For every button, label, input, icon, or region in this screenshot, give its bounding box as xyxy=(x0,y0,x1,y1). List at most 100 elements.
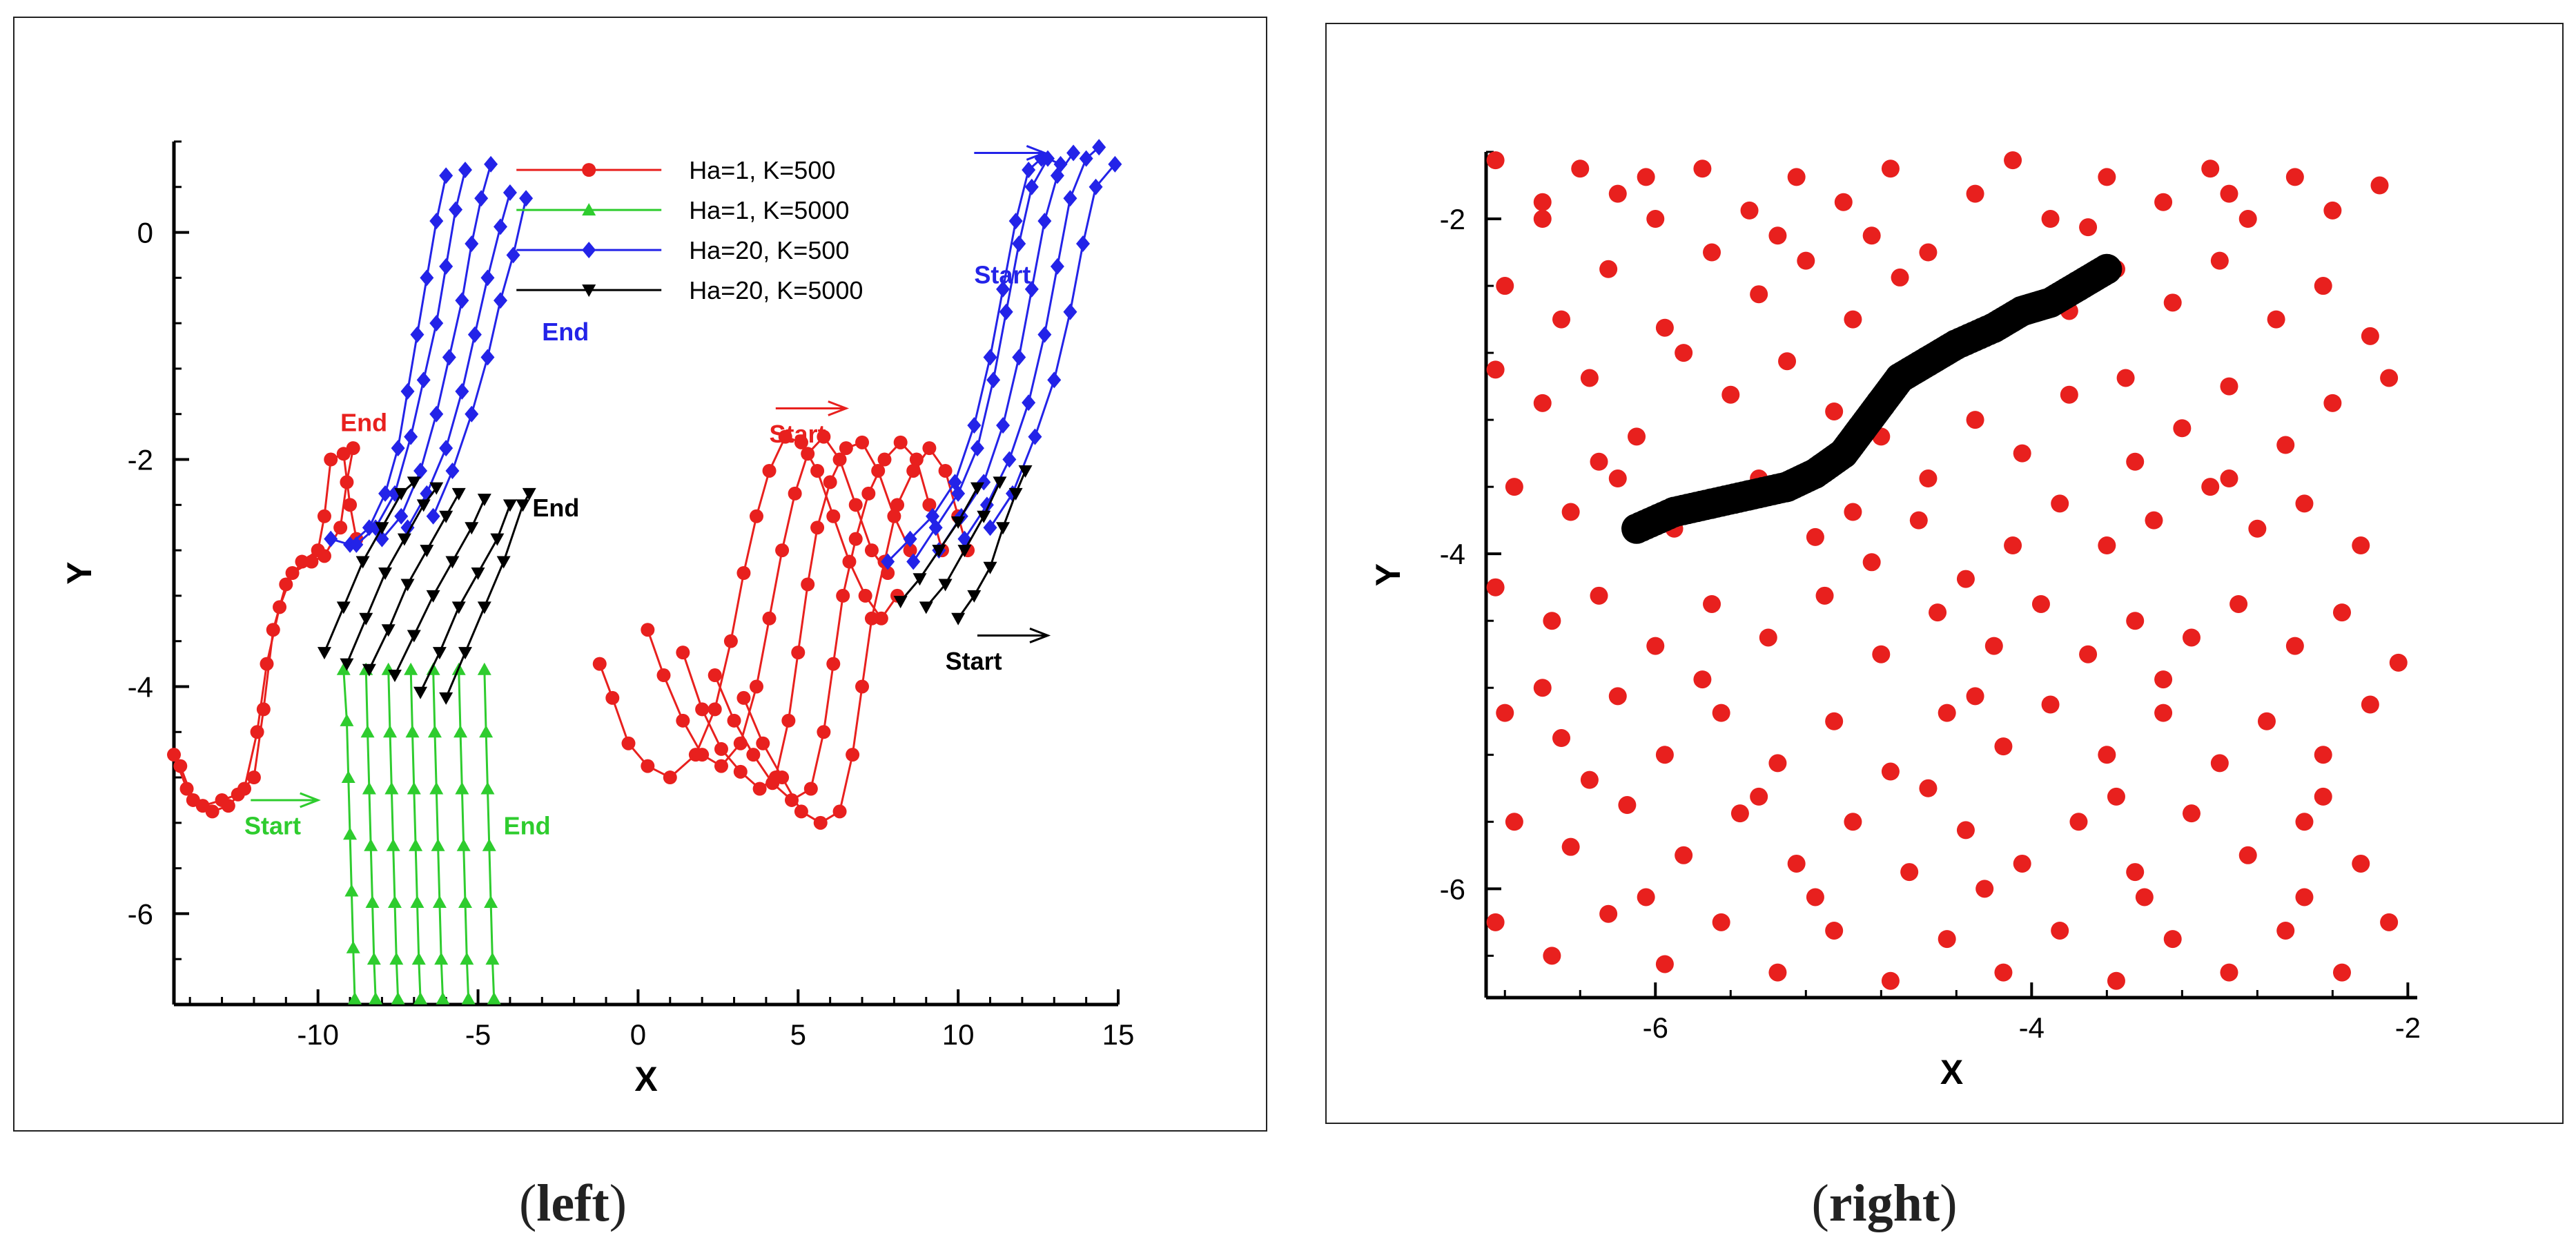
data-point xyxy=(246,770,261,785)
data-point xyxy=(801,447,815,461)
data-point xyxy=(676,713,690,728)
data-point xyxy=(346,940,360,953)
data-point xyxy=(1075,235,1090,253)
data-point xyxy=(1919,469,1938,488)
data-point xyxy=(1750,787,1768,806)
data-point xyxy=(502,499,517,512)
data-point xyxy=(848,532,863,546)
data-point xyxy=(881,566,895,580)
data-point xyxy=(951,612,966,626)
data-point xyxy=(2079,218,2098,237)
data-point xyxy=(1050,167,1064,184)
data-point xyxy=(906,463,921,478)
data-point xyxy=(874,611,888,626)
series-line xyxy=(364,669,377,999)
data-point xyxy=(186,793,200,807)
data-point xyxy=(439,258,453,275)
data-point xyxy=(400,382,415,400)
data-point xyxy=(485,952,500,965)
data-point xyxy=(458,162,472,179)
data-point xyxy=(970,482,984,495)
data-point xyxy=(794,435,808,449)
data-point xyxy=(1881,971,1900,990)
data-point xyxy=(273,600,287,614)
data-point xyxy=(2051,494,2069,513)
data-point xyxy=(2182,628,2201,647)
data-point xyxy=(434,952,449,965)
data-point xyxy=(409,838,423,851)
data-point xyxy=(2069,813,2088,831)
data-point xyxy=(794,804,808,819)
data-point xyxy=(480,349,495,366)
trajectory-point xyxy=(2091,253,2123,284)
data-point xyxy=(1533,394,1552,412)
data-point xyxy=(1984,637,2003,655)
data-point xyxy=(442,349,456,366)
data-point xyxy=(846,748,860,762)
data-point xyxy=(387,670,402,683)
data-point xyxy=(482,838,496,851)
data-point xyxy=(479,725,494,738)
data-point xyxy=(842,554,857,569)
data-point xyxy=(2210,754,2229,773)
data-point xyxy=(676,646,690,660)
data-point xyxy=(317,549,331,563)
data-point xyxy=(1806,888,1824,906)
data-point xyxy=(2380,369,2399,387)
data-point xyxy=(1862,553,1881,572)
series-line xyxy=(483,669,496,999)
data-point xyxy=(775,770,790,785)
data-point xyxy=(641,759,655,773)
series-0 xyxy=(167,429,975,830)
data-point xyxy=(1797,251,1815,270)
data-point xyxy=(378,485,393,502)
data-point xyxy=(826,657,841,671)
data-point xyxy=(1063,190,1077,207)
data-point xyxy=(1008,213,1023,230)
data-point xyxy=(957,545,972,558)
data-point xyxy=(1768,226,1787,245)
data-point xyxy=(890,498,905,512)
data-point xyxy=(2220,377,2238,396)
data-point xyxy=(516,499,530,512)
x-tick-label: 5 xyxy=(790,1018,806,1051)
data-point xyxy=(855,435,870,449)
data-point xyxy=(2060,385,2078,404)
data-point xyxy=(2154,704,2173,722)
data-point xyxy=(2098,746,2116,764)
data-point xyxy=(1919,779,1938,797)
data-point xyxy=(621,736,636,750)
data-point xyxy=(2352,854,2370,873)
data-point xyxy=(2154,193,2173,211)
data-point xyxy=(467,326,482,343)
data-point xyxy=(1787,854,1806,873)
data-point xyxy=(1543,612,1561,630)
data-point xyxy=(1618,796,1637,815)
data-point xyxy=(1496,704,1514,722)
data-point xyxy=(1834,193,1853,211)
data-point xyxy=(1486,578,1505,597)
data-point xyxy=(2220,469,2238,488)
data-point xyxy=(1768,754,1787,773)
data-point xyxy=(1655,955,1674,973)
x-tick-label: -6 xyxy=(1643,1011,1668,1044)
data-point xyxy=(341,770,355,784)
data-point xyxy=(2173,419,2192,438)
data-point xyxy=(1590,586,1608,605)
data-point xyxy=(426,590,440,603)
data-point xyxy=(1533,210,1552,229)
data-point xyxy=(708,702,722,717)
data-point xyxy=(465,522,479,535)
data-point xyxy=(436,991,450,1005)
data-point xyxy=(2107,971,2125,990)
data-point xyxy=(1862,226,1881,245)
data-point xyxy=(2248,519,2267,538)
data-point xyxy=(823,475,837,489)
series-line xyxy=(387,669,400,999)
data-point xyxy=(387,895,402,908)
data-point xyxy=(2079,645,2098,663)
data-point xyxy=(762,463,777,478)
data-point xyxy=(439,167,453,184)
x-tick-label: 15 xyxy=(1102,1018,1135,1051)
data-point xyxy=(749,509,763,523)
